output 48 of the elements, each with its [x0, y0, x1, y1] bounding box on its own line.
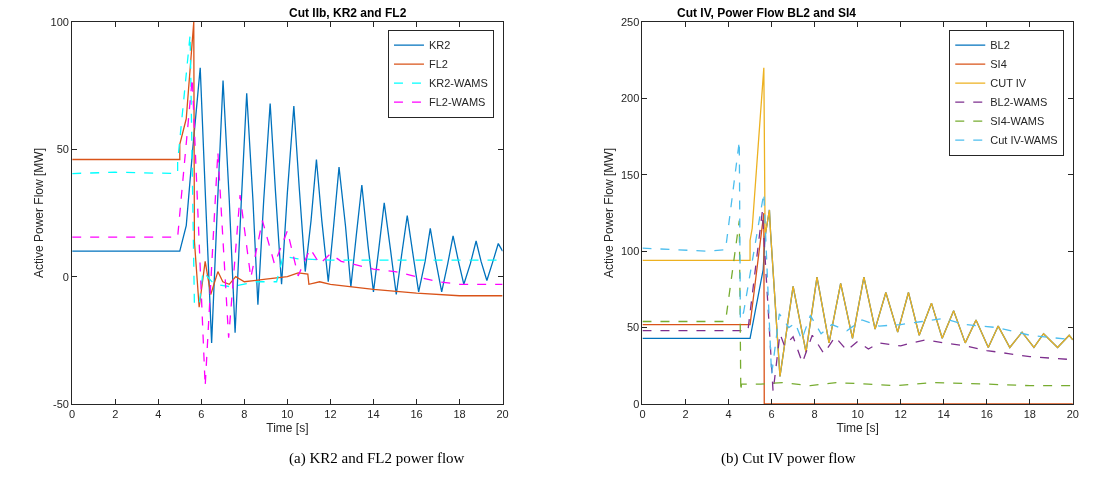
x-tick-label: 8	[241, 408, 248, 421]
y-tick-label: 150	[620, 168, 640, 181]
x-tick-label: 16	[410, 408, 423, 421]
legend-label: FL2-WAMS	[428, 96, 486, 109]
legend-label: KR2	[428, 39, 451, 52]
x-tick-label: 6	[198, 408, 205, 421]
y-tick-label: 50	[56, 143, 69, 156]
x-tick-label: 2	[112, 408, 119, 421]
x-tick-label: 2	[682, 408, 689, 421]
x-tick-label: 14	[367, 408, 380, 421]
y-tick-label: 200	[620, 92, 640, 105]
chart-title: Cut IV, Power Flow BL2 and SI4	[677, 6, 857, 20]
x-tick-label: 4	[725, 408, 732, 421]
x-tick-label: 12	[894, 408, 907, 421]
text: (a) KR2 and FL2 power flow	[289, 450, 465, 467]
legend-label: FL2	[428, 58, 448, 71]
x-tick-label: 18	[1023, 408, 1036, 421]
x-tick-label: 20	[1066, 408, 1079, 421]
y-tick-label: 250	[620, 15, 640, 28]
legend-label: Cut IV-WAMS	[990, 134, 1058, 147]
x-axis-title: Time [s]	[266, 421, 309, 436]
y-tick-label: 0	[633, 397, 640, 410]
x-tick-label: 20	[496, 408, 509, 421]
y-axis-title: Active Power Flow [MW]	[602, 147, 617, 279]
legend-label: BL2	[990, 39, 1010, 52]
x-tick-label: 8	[811, 408, 818, 421]
legend-label: KR2-WAMS	[428, 77, 488, 90]
x-tick-label: 10	[851, 408, 864, 421]
x-tick-label: 12	[324, 408, 337, 421]
x-tick-label: 16	[980, 408, 993, 421]
legend-label: CUT IV	[990, 77, 1027, 90]
legend-label: BL2-WAMS	[990, 96, 1048, 109]
chart-title: Cut IIb, KR2 and FL2	[289, 6, 407, 20]
y-tick-label: -50	[53, 397, 69, 410]
legend-label: SI4	[990, 58, 1007, 71]
text: (b) Cut IV power flow	[721, 450, 856, 467]
x-tick-label: 10	[281, 408, 294, 421]
y-tick-label: 50	[627, 321, 640, 334]
x-axis-title: Time [s]	[836, 421, 879, 436]
legend-label: SI4-WAMS	[990, 115, 1045, 128]
x-tick-label: 18	[453, 408, 466, 421]
y-axis-title: Active Power Flow [MW]	[31, 147, 46, 279]
y-tick-label: 0	[62, 270, 69, 283]
x-tick-label: 14	[937, 408, 950, 421]
y-tick-label: 100	[620, 245, 640, 258]
y-tick-label: 100	[50, 15, 69, 28]
x-tick-label: 6	[768, 408, 775, 421]
x-tick-label: 4	[155, 408, 162, 421]
